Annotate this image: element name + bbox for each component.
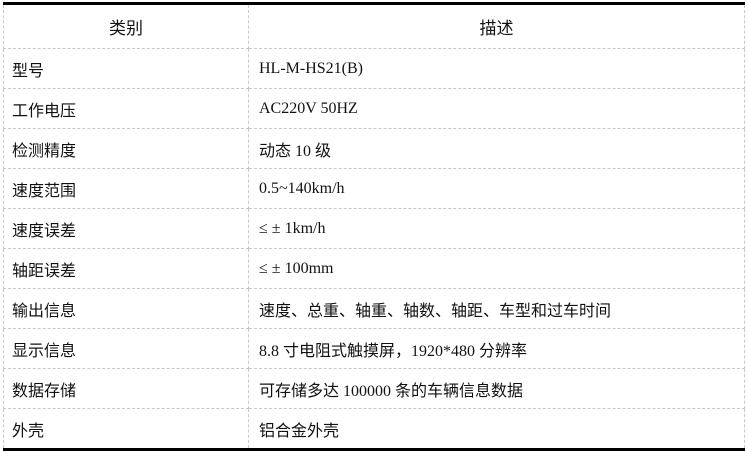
table-row: 型号 HL-M-HS21(B) [3, 48, 745, 89]
table-row: 检测精度 动态 10 级 [3, 128, 745, 169]
row-description: 8.8 寸电阻式触摸屏，1920*480 分辨率 [248, 328, 745, 369]
table-row: 速度范围 0.5~140km/h [3, 168, 745, 209]
table-row: 显示信息 8.8 寸电阻式触摸屏，1920*480 分辨率 [3, 328, 745, 369]
table-row: 数据存储 可存储多达 100000 条的车辆信息数据 [3, 368, 745, 409]
row-category: 速度范围 [3, 168, 249, 209]
row-description: ≤ ± 1km/h [248, 208, 745, 249]
row-category: 工作电压 [3, 88, 249, 129]
row-description: 铝合金外壳 [248, 408, 745, 450]
spec-table: 类别 描述 型号 HL-M-HS21(B) 工作电压 AC220V 50HZ 检测精度动… [3, 2, 745, 451]
row-category: 检测精度 [3, 128, 249, 169]
row-category: 轴距误差 [3, 248, 249, 289]
row-description: 动态 10 级 [248, 128, 745, 169]
header-category: 类别 [3, 3, 249, 49]
table-row: 输出信息 速度、总重、轴重、轴数、轴距、车型和过车时间 [3, 288, 745, 329]
table-header-row: 类别 描述 [3, 3, 745, 49]
table-row: 轴距误差 ≤ ± 100mm [3, 248, 745, 289]
row-description: AC220V 50HZ [248, 88, 745, 129]
row-description: ≤ ± 100mm [248, 248, 745, 289]
row-description: HL-M-HS21(B) [248, 48, 745, 89]
row-category: 外壳 [3, 408, 249, 450]
table-row: 外壳 铝合金外壳 [3, 408, 745, 450]
row-description: 0.5~140km/h [248, 168, 745, 209]
row-category: 输出信息 [3, 288, 249, 329]
row-description: 可存储多达 100000 条的车辆信息数据 [248, 368, 745, 409]
row-category: 显示信息 [3, 328, 249, 369]
header-description: 描述 [248, 3, 745, 49]
row-description: 速度、总重、轴重、轴数、轴距、车型和过车时间 [248, 288, 745, 329]
row-category: 速度误差 [3, 208, 249, 249]
table-row: 速度误差 ≤ ± 1km/h [3, 208, 745, 249]
table-row: 工作电压 AC220V 50HZ [3, 88, 745, 129]
row-category: 型号 [3, 48, 249, 89]
row-category: 数据存储 [3, 368, 249, 409]
